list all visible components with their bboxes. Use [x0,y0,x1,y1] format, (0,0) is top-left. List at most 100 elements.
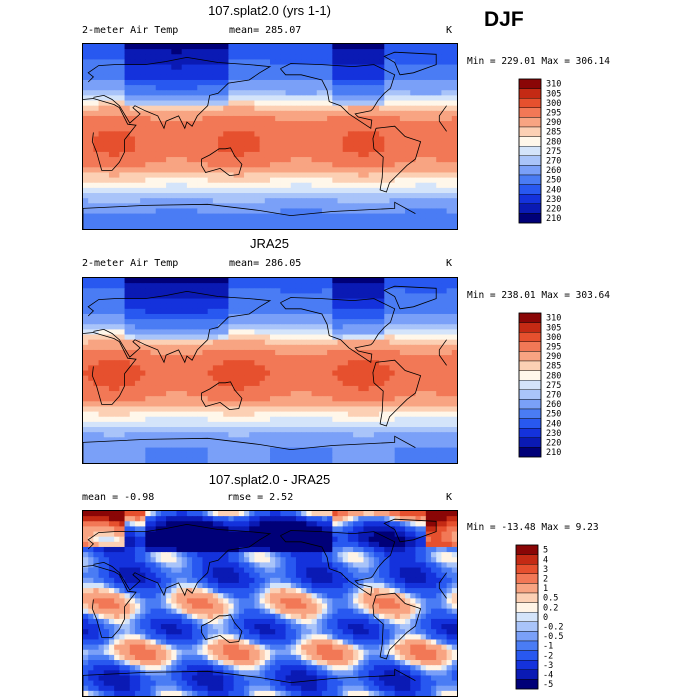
map-cell [311,187,318,194]
map-cell [368,198,375,204]
map-cell [249,313,256,320]
map-cell [166,437,172,444]
map-cell [353,303,359,310]
map-cell [425,283,432,289]
map-cell [124,380,131,387]
map-cell [83,375,89,382]
map-cell [358,64,365,71]
map-cell [212,182,219,189]
colorbar-tick-label: 270 [546,156,561,166]
map-cell [270,298,276,305]
map-cell [451,313,457,320]
map-cell [207,427,214,433]
map-cell [311,203,318,210]
map-cell [425,105,432,112]
map-cell [259,131,266,138]
map-cell [321,308,328,315]
map-cell [431,131,437,138]
map-cell [353,213,359,220]
map-cell [270,391,276,397]
map-cell [171,319,178,325]
map-cell [410,380,417,387]
map-cell [332,385,339,392]
map-cell [275,319,281,325]
map-cell [119,406,126,413]
map-cell [176,172,183,179]
map-cell [134,385,141,392]
map-cell [93,146,100,153]
map-cell [290,401,297,408]
map-cell [368,146,375,153]
map-cell [425,313,432,320]
map-cell [420,334,427,341]
map-cell [88,151,94,158]
map-cell [425,370,432,377]
map-cell [436,74,443,81]
map-cell [316,110,323,117]
map-cell [405,360,411,366]
map-cell [155,319,162,325]
map-cell [212,360,219,366]
map-cell [223,198,230,204]
map-cell [420,151,427,158]
map-cell [83,324,89,330]
map-cell [363,105,370,112]
map-cell [368,293,375,300]
colorbar-swatch [518,184,542,195]
map-cell [155,95,162,102]
map-cell [368,319,375,325]
map-cell [134,329,141,336]
map-cell [134,298,141,305]
map-cell [280,218,287,225]
map-cell [347,339,354,346]
map-cell [425,380,432,387]
map-cell [181,95,188,102]
map-cell [321,151,328,158]
map-cell [176,308,183,315]
map-cell [420,370,427,377]
map-cell [431,151,437,158]
map-cell [150,442,157,449]
map-cell [441,385,448,392]
map-cell [186,136,193,143]
map-cell [197,182,204,189]
map-cell [353,391,359,397]
map-cell [327,172,333,179]
map-cell [254,54,261,61]
map-cell [228,44,235,50]
map-cell [93,121,100,127]
map-cell [124,396,131,402]
map-cell [103,293,110,300]
map-cell [446,218,453,225]
map-cell [337,182,344,189]
map-cell [327,319,333,325]
map-cell [150,79,157,86]
map-cell [410,365,417,372]
map-cell [134,411,141,418]
map-cell [342,44,349,50]
map-cell [368,208,375,215]
map-cell [363,416,370,423]
map-cell [150,411,157,418]
map-cell [129,416,136,423]
map-cell [108,100,115,107]
map-cell [114,391,120,397]
map-cell [119,360,126,366]
map-cell [441,141,448,148]
map-cell [270,380,276,387]
map-cell [119,380,126,387]
map-cell [192,370,198,377]
map-cell [186,59,193,66]
map-cell [192,131,198,138]
map-cell [347,54,354,61]
map-cell [228,90,235,96]
map-cell [114,49,120,55]
map-cell [150,344,157,351]
map-cell [129,349,136,356]
map-cell [134,442,141,449]
map-cell [327,298,333,305]
map-cell [218,198,224,204]
map-cell [259,421,266,428]
map-cell [446,308,453,315]
map-cell [363,283,370,289]
